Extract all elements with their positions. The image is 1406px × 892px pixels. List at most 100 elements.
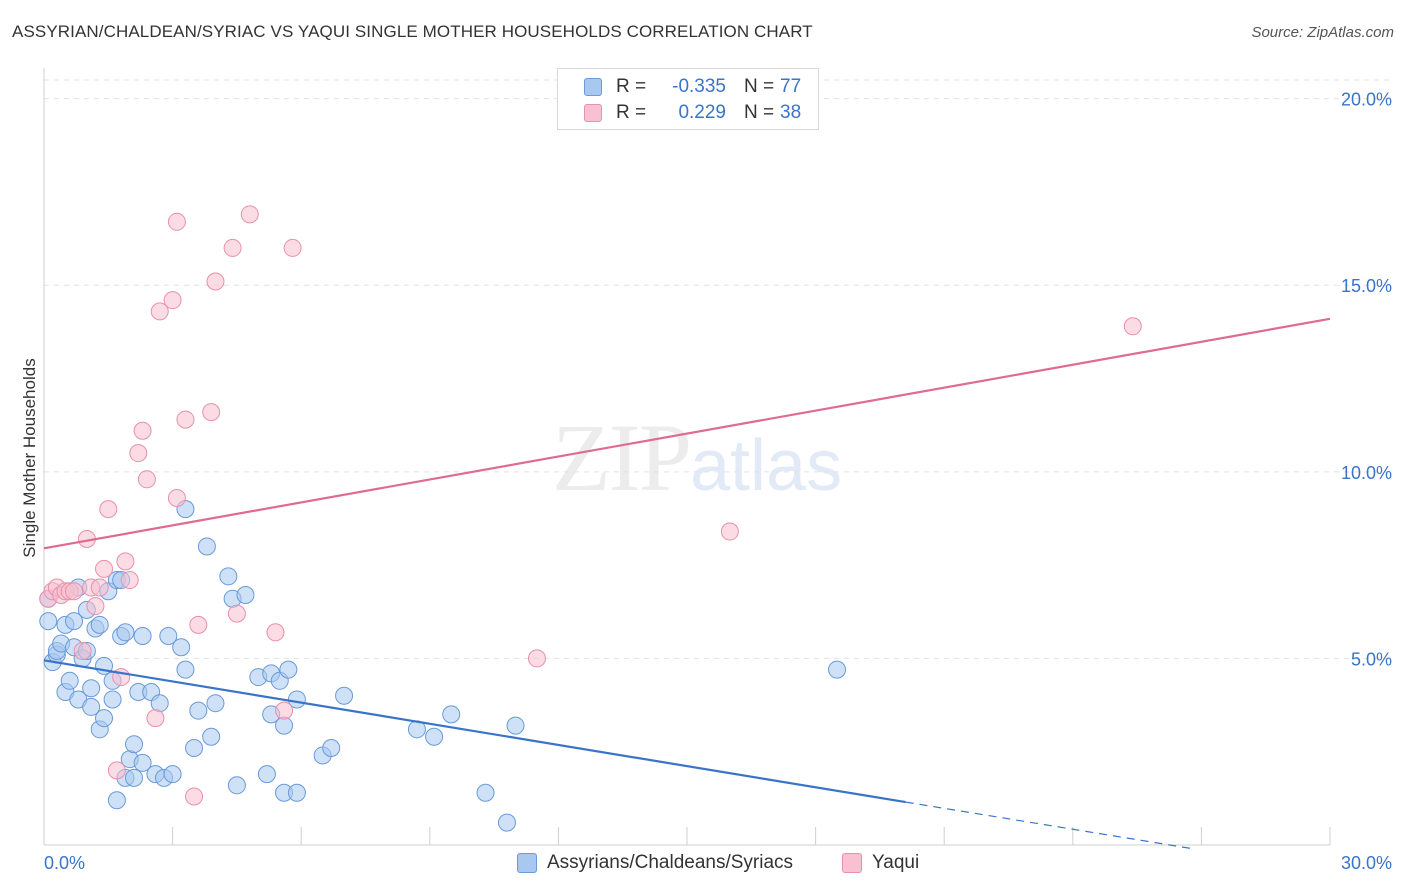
legend-swatch-yaqui: [584, 104, 602, 122]
bottom-legend-swatch-assyrian: [517, 853, 537, 873]
legend-r-value: 0.229: [678, 102, 726, 123]
assyrian-point: [219, 567, 238, 586]
assyrian-point: [39, 612, 58, 631]
bottom-legend-yaqui: Yaqui: [842, 852, 919, 874]
assyrian-point: [497, 813, 516, 832]
yaqui-point: [99, 500, 118, 519]
assyrian-point: [197, 537, 216, 556]
assyrian-point: [150, 694, 169, 713]
y-tick-label: 15.0%: [1341, 276, 1392, 296]
assyrian-point: [172, 638, 191, 657]
assyrian-point: [185, 738, 204, 757]
assyrian-point: [476, 783, 495, 802]
yaqui-point: [163, 291, 182, 310]
yaqui-point: [223, 238, 242, 257]
assyrian-trend-extension: [905, 801, 1193, 850]
chart-title: ASSYRIAN/CHALDEAN/SYRIAC VS YAQUI SINGLE…: [12, 22, 813, 41]
yaqui-point: [146, 709, 165, 728]
assyrian-trend-line: [43, 659, 906, 804]
assyrian-point: [103, 690, 122, 709]
assyrian-point: [257, 765, 276, 784]
bottom-legend-swatch-yaqui: [842, 853, 862, 873]
yaqui-point: [107, 761, 126, 780]
yaqui-point: [90, 578, 109, 597]
assyrian-point: [227, 776, 246, 795]
assyrian-point: [90, 615, 109, 634]
assyrian-point: [506, 716, 525, 735]
watermark-atlas: atlas: [690, 426, 843, 506]
assyrian-point: [107, 791, 126, 810]
yaqui-point: [266, 623, 285, 642]
yaqui-point: [65, 582, 84, 601]
assyrian-point: [82, 697, 101, 716]
y-axis-label: Single Mother Households: [20, 358, 39, 557]
assyrian-point: [133, 627, 152, 646]
yaqui-point: [167, 212, 186, 231]
assyrian-point: [206, 694, 225, 713]
yaqui-point: [86, 597, 105, 616]
assyrian-point: [322, 738, 341, 757]
assyrian-point: [442, 705, 461, 724]
yaqui-point: [1123, 317, 1142, 336]
bottom-legend-label-yaqui: Yaqui: [872, 852, 920, 873]
assyrian-point: [65, 612, 84, 631]
assyrian-point: [60, 671, 79, 690]
yaqui-point: [120, 571, 139, 590]
legend-swatch-assyrian: [584, 78, 602, 96]
assyrian-point: [116, 623, 135, 642]
source-label: Source: ZipAtlas.com: [1251, 24, 1394, 41]
assyrian-point: [95, 709, 114, 728]
assyrian-point: [236, 585, 255, 604]
yaqui-point: [275, 701, 294, 720]
yaqui-point: [189, 615, 208, 634]
bottom-legend-assyrian: Assyrians/Chaldeans/Syriacs: [517, 852, 793, 874]
yaqui-point: [137, 470, 156, 489]
yaqui-point: [720, 522, 739, 541]
yaqui-point: [240, 205, 259, 224]
yaqui-point: [150, 302, 169, 321]
yaqui-point: [167, 488, 186, 507]
legend-r-label: R =: [616, 76, 647, 97]
yaqui-point: [185, 787, 204, 806]
assyrian-point: [82, 679, 101, 698]
yaqui-point: [283, 238, 302, 257]
legend-n-label: N =: [744, 102, 775, 123]
yaqui-point: [73, 641, 92, 660]
assyrian-point: [425, 727, 444, 746]
assyrian-point: [287, 783, 306, 802]
y-tick-label: 5.0%: [1351, 649, 1392, 669]
y-tick-label: 20.0%: [1341, 90, 1392, 110]
yaqui-trend-line: [43, 317, 1331, 550]
y-tick-label: 10.0%: [1341, 463, 1392, 483]
yaqui-point: [116, 552, 135, 571]
watermark-zip: ZIP: [552, 404, 692, 511]
yaqui-point: [206, 272, 225, 291]
assyrian-point: [133, 753, 152, 772]
assyrian-point: [335, 686, 354, 705]
legend-n-label: N =: [744, 76, 775, 97]
assyrian-point: [125, 735, 144, 754]
assyrian-point: [176, 660, 195, 679]
x-tick-label: 0.0%: [44, 853, 85, 873]
x-tick-label: 30.0%: [1341, 853, 1392, 873]
legend-r-label: R =: [616, 102, 647, 123]
yaqui-point: [527, 649, 546, 668]
legend-row-yaqui: R = 0.229 N = 38: [584, 100, 801, 126]
watermark: ZIPatlas: [552, 402, 842, 513]
assyrian-point: [189, 701, 208, 720]
legend-n-value: 38: [780, 102, 802, 123]
legend-r-value: -0.335: [672, 76, 726, 97]
assyrian-point: [828, 660, 847, 679]
assyrian-point: [125, 768, 144, 787]
assyrian-point: [163, 765, 182, 784]
yaqui-point: [227, 604, 246, 623]
yaqui-point: [202, 403, 221, 422]
legend-n-value: 77: [780, 76, 802, 97]
yaqui-point: [129, 444, 148, 463]
yaqui-point: [133, 421, 152, 440]
assyrian-point: [159, 627, 178, 646]
legend-row-assyrian: R = -0.335 N = 77: [584, 74, 801, 100]
assyrian-point: [279, 660, 298, 679]
assyrian-point: [202, 727, 221, 746]
correlation-legend: R = -0.335 N = 77 R = 0.229 N = 38: [557, 68, 819, 130]
